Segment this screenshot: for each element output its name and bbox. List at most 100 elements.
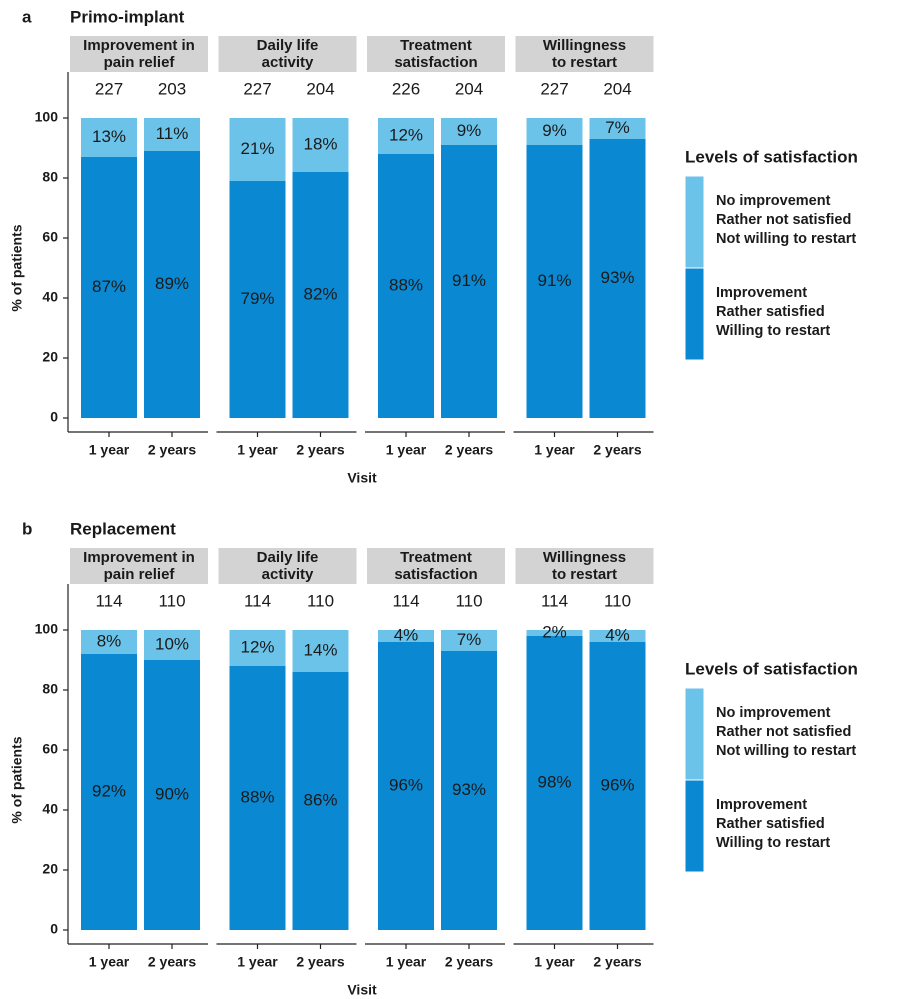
value-label: 89% <box>155 274 189 293</box>
bar-segment <box>378 630 434 642</box>
facet-title: Treatment <box>400 549 472 566</box>
facet-title: Improvement in <box>83 549 195 566</box>
value-label: 82% <box>303 284 337 303</box>
x-tick-label: 1 year <box>89 954 130 970</box>
y-tick-label: 60 <box>42 741 58 757</box>
x-tick-label: 1 year <box>534 442 575 458</box>
value-label: 98% <box>537 772 571 791</box>
legend-label: Not willing to restart <box>716 231 856 247</box>
bar-segment <box>441 145 497 418</box>
bar-segment <box>229 630 286 666</box>
legend-label: No improvement <box>716 705 831 721</box>
value-label: 11% <box>156 124 189 143</box>
bar-segment <box>144 660 200 930</box>
facet-strip <box>70 548 208 584</box>
bar-segment <box>292 118 349 172</box>
value-label: 12% <box>240 637 274 656</box>
value-label: 7% <box>457 630 482 649</box>
x-tick-label: 2 years <box>148 442 196 458</box>
bar-segment <box>526 145 583 418</box>
facet-title: to restart <box>552 54 617 71</box>
value-label: 93% <box>452 780 486 799</box>
legend-label: Improvement <box>716 285 807 301</box>
bar-segment <box>378 154 434 418</box>
bar-segment <box>589 642 646 930</box>
bar-segment <box>378 118 434 154</box>
y-tick-label: 0 <box>50 409 58 425</box>
n-label: 227 <box>540 79 568 98</box>
legend-label: Rather not satisfied <box>716 724 851 740</box>
x-tick-label: 2 years <box>148 954 196 970</box>
y-tick-label: 40 <box>42 289 58 305</box>
x-tick-label: 2 years <box>593 442 641 458</box>
facet-strip <box>218 36 357 72</box>
y-tick-label: 80 <box>42 681 58 697</box>
value-label: 96% <box>600 775 634 794</box>
legend-label: Rather satisfied <box>716 304 825 320</box>
bar-segment <box>81 630 137 654</box>
bar-segment <box>589 118 646 139</box>
facet-strip <box>70 36 208 72</box>
y-tick-label: 80 <box>42 169 58 185</box>
bar-segment <box>441 118 497 145</box>
legend-label: Willing to restart <box>716 323 830 339</box>
bar-segment <box>81 157 137 418</box>
chart-title: Replacement <box>70 519 176 538</box>
y-tick-label: 100 <box>35 109 59 125</box>
n-label: 204 <box>306 79 334 98</box>
value-label: 91% <box>452 271 486 290</box>
x-tick-label: 1 year <box>386 442 427 458</box>
bar-segment <box>589 139 646 418</box>
legend-label: Willing to restart <box>716 835 830 851</box>
facet-title: activity <box>262 566 314 583</box>
value-label: 2% <box>542 622 567 641</box>
x-tick-label: 2 years <box>296 954 344 970</box>
value-label: 93% <box>600 268 634 287</box>
bar-segment <box>229 181 286 418</box>
value-label: 12% <box>389 125 423 144</box>
bar-segment <box>526 118 583 145</box>
facet-title: pain relief <box>104 566 176 583</box>
facet-strip <box>367 548 505 584</box>
bar-segment <box>292 672 349 930</box>
legend-title: Levels of satisfaction <box>685 659 858 678</box>
y-tick-label: 0 <box>50 921 58 937</box>
y-tick-label: 40 <box>42 801 58 817</box>
facet-strip <box>367 36 505 72</box>
bar-segment <box>441 630 497 651</box>
legend-label: No improvement <box>716 193 831 209</box>
x-tick-label: 2 years <box>593 954 641 970</box>
value-label: 86% <box>303 790 337 809</box>
n-label: 226 <box>392 79 420 98</box>
facet-title: to restart <box>552 566 617 583</box>
n-label: 204 <box>455 79 483 98</box>
bar-segment <box>229 666 286 930</box>
legend-swatch <box>684 687 705 781</box>
legend-label: Not willing to restart <box>716 743 856 759</box>
value-label: 13% <box>92 127 126 146</box>
facet-title: Daily life <box>257 549 319 566</box>
legend-swatch <box>684 267 705 361</box>
value-label: 91% <box>537 271 571 290</box>
x-tick-label: 1 year <box>386 954 427 970</box>
value-label: 9% <box>457 121 482 140</box>
bar-segment <box>144 151 200 418</box>
facet-title: Treatment <box>400 37 472 54</box>
bar-segment <box>81 654 137 930</box>
value-label: 4% <box>605 625 630 644</box>
bar-segment <box>144 630 200 660</box>
x-tick-label: 1 year <box>237 442 278 458</box>
value-label: 79% <box>240 289 274 308</box>
chart-title: Primo-implant <box>70 7 185 26</box>
legend-label: Improvement <box>716 797 807 813</box>
bar-segment <box>378 642 434 930</box>
value-label: 92% <box>92 781 126 800</box>
panel-label: a <box>22 7 32 26</box>
value-label: 90% <box>155 784 189 803</box>
y-tick-label: 100 <box>35 621 59 637</box>
bar-segment <box>81 118 137 157</box>
facet-strip <box>515 548 654 584</box>
facet-strip <box>218 548 357 584</box>
facet-title: satisfaction <box>394 566 477 583</box>
